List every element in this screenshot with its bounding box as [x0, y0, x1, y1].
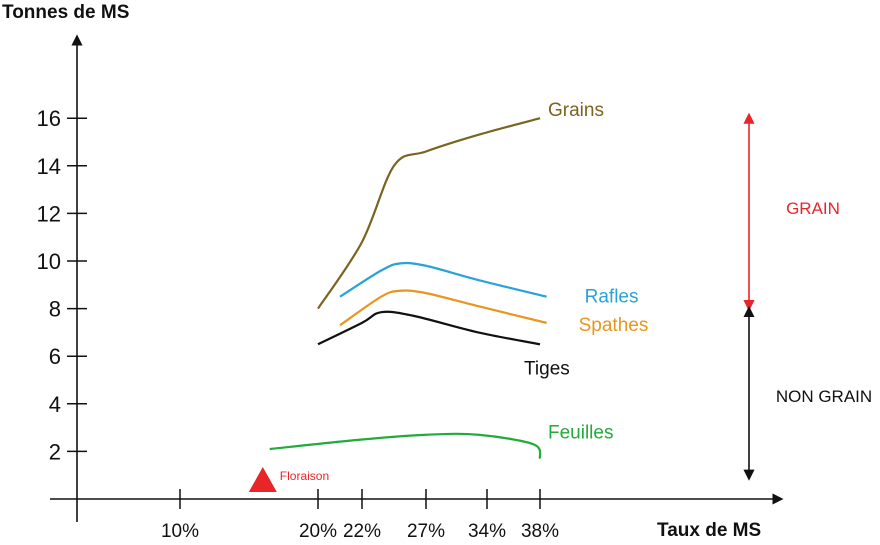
- x-axis-title: Taux de MS: [657, 520, 761, 541]
- series-line-spathes: [339, 289, 547, 327]
- annotations: GRAIN NON GRAIN Floraison: [248, 112, 872, 492]
- flowering-marker-triangle: [248, 467, 277, 492]
- series-line-grains: [317, 117, 541, 310]
- y-tick-label: 4: [49, 392, 61, 417]
- y-ticks: 2 4 6 8 10 12 14 16: [37, 106, 87, 464]
- flowering-marker-label: Floraison: [280, 469, 329, 483]
- y-tick-label: 14: [37, 154, 61, 179]
- x-tick-label: 20%: [299, 521, 337, 542]
- series-label-feuilles: Feuilles: [548, 423, 613, 444]
- series-label-rafles: Rafles: [585, 287, 639, 308]
- y-tick-label: 8: [49, 297, 61, 322]
- y-tick-label: 10: [37, 249, 61, 274]
- x-tick-label: 34%: [468, 521, 506, 542]
- y-tick-label: 6: [49, 344, 61, 369]
- series-line-rafles: [339, 261, 547, 298]
- x-tick-label: 10%: [161, 521, 199, 542]
- series-label-tiges: Tiges: [524, 358, 570, 379]
- series-line-feuilles: [269, 432, 542, 459]
- x-tick-label: 27%: [407, 521, 445, 542]
- x-tick-label: 38%: [521, 521, 559, 542]
- y-tick-label: 16: [37, 106, 61, 131]
- series-label-grains: Grains: [548, 100, 604, 121]
- non-grain-bracket-label: NON GRAIN: [776, 387, 872, 406]
- x-tick-label: 22%: [343, 521, 381, 542]
- grain-bracket-label: GRAIN: [786, 199, 840, 218]
- series-line-tiges: [317, 310, 541, 346]
- y-axis-title: Tonnes de MS: [2, 2, 129, 23]
- y-tick-label: 12: [37, 201, 61, 226]
- series-group: Grains Rafles Spathes Tiges Feuilles: [269, 100, 649, 459]
- x-ticks: 10% 20% 22% 27% 34% 38%: [161, 489, 559, 542]
- series-label-spathes: Spathes: [579, 315, 649, 336]
- y-tick-label: 2: [49, 439, 61, 464]
